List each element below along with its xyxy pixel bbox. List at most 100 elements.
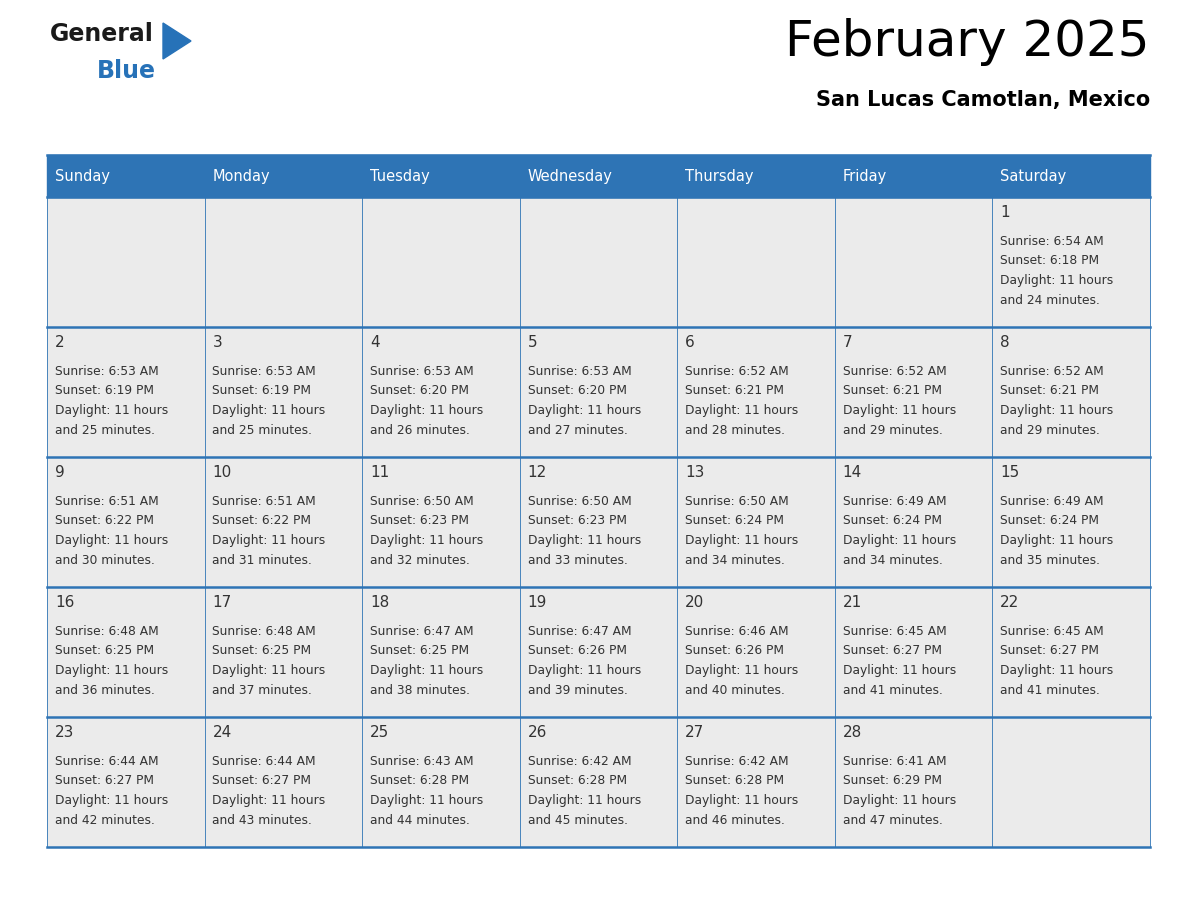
Text: Daylight: 11 hours: Daylight: 11 hours [1000, 534, 1113, 547]
Text: Sunset: 6:24 PM: Sunset: 6:24 PM [842, 514, 942, 528]
Text: and 32 minutes.: and 32 minutes. [369, 554, 470, 566]
Text: Thursday: Thursday [685, 169, 753, 184]
Bar [992, 717, 1150, 847]
Text: Sunset: 6:19 PM: Sunset: 6:19 PM [213, 385, 311, 397]
Text: Sunset: 6:24 PM: Sunset: 6:24 PM [685, 514, 784, 528]
Bar [677, 587, 835, 717]
Text: Sunset: 6:23 PM: Sunset: 6:23 PM [527, 514, 626, 528]
Text: 21: 21 [842, 595, 862, 610]
Text: and 30 minutes.: and 30 minutes. [55, 554, 154, 566]
Text: 19: 19 [527, 595, 546, 610]
Text: Daylight: 11 hours: Daylight: 11 hours [213, 534, 326, 547]
Bar [362, 327, 519, 457]
Text: 16: 16 [55, 595, 75, 610]
Text: Sunset: 6:20 PM: Sunset: 6:20 PM [369, 385, 469, 397]
Text: Sunrise: 6:53 AM: Sunrise: 6:53 AM [213, 365, 316, 378]
Text: 28: 28 [842, 725, 862, 740]
Text: and 31 minutes.: and 31 minutes. [213, 554, 312, 566]
Text: Daylight: 11 hours: Daylight: 11 hours [527, 664, 640, 677]
Text: Sunset: 6:21 PM: Sunset: 6:21 PM [685, 385, 784, 397]
Text: 6: 6 [685, 335, 695, 350]
Bar [362, 717, 519, 847]
Text: Sunrise: 6:47 AM: Sunrise: 6:47 AM [369, 625, 474, 638]
Text: Sunset: 6:28 PM: Sunset: 6:28 PM [369, 775, 469, 788]
Text: Sunrise: 6:48 AM: Sunrise: 6:48 AM [55, 625, 159, 638]
Text: Daylight: 11 hours: Daylight: 11 hours [1000, 664, 1113, 677]
Text: 5: 5 [527, 335, 537, 350]
Text: San Lucas Camotlan, Mexico: San Lucas Camotlan, Mexico [816, 90, 1150, 110]
Text: Wednesday: Wednesday [527, 169, 613, 184]
Text: Sunset: 6:26 PM: Sunset: 6:26 PM [527, 644, 626, 657]
Text: and 33 minutes.: and 33 minutes. [527, 554, 627, 566]
Text: and 28 minutes.: and 28 minutes. [685, 423, 785, 436]
Text: and 36 minutes.: and 36 minutes. [55, 684, 154, 697]
Text: Sunrise: 6:51 AM: Sunrise: 6:51 AM [55, 495, 159, 508]
Bar [519, 717, 677, 847]
Text: Sunset: 6:20 PM: Sunset: 6:20 PM [527, 385, 626, 397]
Text: 1: 1 [1000, 205, 1010, 220]
Bar [992, 457, 1150, 587]
Bar [677, 457, 835, 587]
Bar [677, 155, 835, 197]
Text: Sunset: 6:25 PM: Sunset: 6:25 PM [369, 644, 469, 657]
Bar [204, 327, 362, 457]
Text: Tuesday: Tuesday [369, 169, 430, 184]
Bar [204, 717, 362, 847]
Text: Sunset: 6:18 PM: Sunset: 6:18 PM [1000, 254, 1099, 267]
Text: 22: 22 [1000, 595, 1019, 610]
Text: Daylight: 11 hours: Daylight: 11 hours [213, 404, 326, 417]
Text: Sunset: 6:19 PM: Sunset: 6:19 PM [55, 385, 154, 397]
Text: 7: 7 [842, 335, 852, 350]
Text: Daylight: 11 hours: Daylight: 11 hours [55, 404, 169, 417]
Text: 20: 20 [685, 595, 704, 610]
Text: 9: 9 [55, 465, 64, 480]
Text: 11: 11 [369, 465, 390, 480]
Bar [48, 587, 204, 717]
Text: Sunset: 6:21 PM: Sunset: 6:21 PM [1000, 385, 1099, 397]
Text: and 35 minutes.: and 35 minutes. [1000, 554, 1100, 566]
Text: Sunset: 6:24 PM: Sunset: 6:24 PM [1000, 514, 1099, 528]
Text: Sunrise: 6:53 AM: Sunrise: 6:53 AM [55, 365, 159, 378]
Text: and 43 minutes.: and 43 minutes. [213, 813, 312, 826]
Text: Sunset: 6:27 PM: Sunset: 6:27 PM [842, 644, 942, 657]
Text: Daylight: 11 hours: Daylight: 11 hours [527, 404, 640, 417]
Bar [835, 457, 992, 587]
Text: Daylight: 11 hours: Daylight: 11 hours [842, 534, 956, 547]
Bar [677, 327, 835, 457]
Text: Sunrise: 6:53 AM: Sunrise: 6:53 AM [527, 365, 631, 378]
Text: General: General [50, 22, 154, 46]
Text: and 26 minutes.: and 26 minutes. [369, 423, 470, 436]
Text: and 40 minutes.: and 40 minutes. [685, 684, 785, 697]
Text: Sunset: 6:25 PM: Sunset: 6:25 PM [213, 644, 311, 657]
Text: 17: 17 [213, 595, 232, 610]
Polygon shape [163, 23, 191, 59]
Text: Sunrise: 6:41 AM: Sunrise: 6:41 AM [842, 755, 947, 768]
Text: Daylight: 11 hours: Daylight: 11 hours [527, 534, 640, 547]
Text: Daylight: 11 hours: Daylight: 11 hours [527, 794, 640, 807]
Text: and 27 minutes.: and 27 minutes. [527, 423, 627, 436]
Text: Sunrise: 6:47 AM: Sunrise: 6:47 AM [527, 625, 631, 638]
Text: and 42 minutes.: and 42 minutes. [55, 813, 154, 826]
Text: 23: 23 [55, 725, 75, 740]
Text: Sunrise: 6:42 AM: Sunrise: 6:42 AM [685, 755, 789, 768]
Text: 8: 8 [1000, 335, 1010, 350]
Bar [362, 587, 519, 717]
Bar [835, 327, 992, 457]
Bar [204, 457, 362, 587]
Bar [362, 155, 519, 197]
Text: 13: 13 [685, 465, 704, 480]
Bar [992, 197, 1150, 327]
Text: and 41 minutes.: and 41 minutes. [1000, 684, 1100, 697]
Text: Sunset: 6:22 PM: Sunset: 6:22 PM [213, 514, 311, 528]
Text: 27: 27 [685, 725, 704, 740]
Text: Sunrise: 6:52 AM: Sunrise: 6:52 AM [685, 365, 789, 378]
Text: and 38 minutes.: and 38 minutes. [369, 684, 470, 697]
Text: February 2025: February 2025 [785, 18, 1150, 66]
Text: 14: 14 [842, 465, 862, 480]
Text: and 24 minutes.: and 24 minutes. [1000, 294, 1100, 307]
Text: Sunrise: 6:50 AM: Sunrise: 6:50 AM [369, 495, 474, 508]
Bar [519, 457, 677, 587]
Text: and 41 minutes.: and 41 minutes. [842, 684, 942, 697]
Text: Sunrise: 6:45 AM: Sunrise: 6:45 AM [842, 625, 947, 638]
Text: Daylight: 11 hours: Daylight: 11 hours [213, 664, 326, 677]
